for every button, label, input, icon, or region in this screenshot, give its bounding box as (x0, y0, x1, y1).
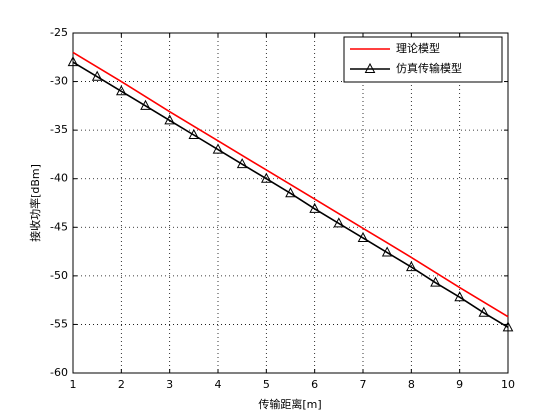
series-line (72, 51, 509, 318)
marker (285, 187, 296, 198)
marker (454, 291, 465, 302)
marker (309, 202, 320, 213)
x-tick-label: 7 (360, 378, 367, 391)
y-axis-label: 接收功率[dBm] (28, 164, 42, 242)
y-tick-label: -55 (50, 317, 68, 330)
marker (236, 158, 248, 169)
marker (406, 261, 417, 272)
plot-area (73, 33, 508, 373)
x-tick-label: 3 (166, 378, 173, 391)
legend-label: 理论模型 (396, 41, 440, 55)
marker (188, 128, 200, 139)
y-tick-label: -45 (50, 220, 68, 233)
marker (116, 85, 127, 96)
marker (357, 231, 369, 242)
marker (91, 70, 103, 81)
x-tick-label: 10 (501, 378, 515, 391)
marker (333, 217, 345, 228)
series-line (72, 61, 509, 329)
y-tick-label: -40 (50, 172, 68, 185)
x-axis-label: 传输距离[m] (258, 397, 321, 411)
marker (140, 99, 151, 110)
x-tick-label: 4 (215, 378, 222, 391)
marker (164, 114, 175, 125)
x-tick-label: 6 (311, 378, 318, 391)
marker (381, 246, 393, 257)
marker (67, 56, 79, 67)
x-tick-label: 1 (70, 378, 77, 391)
marker (430, 276, 441, 287)
y-tick-label: -35 (50, 123, 68, 136)
x-tick-label: 5 (263, 378, 270, 391)
x-tick-label: 9 (456, 378, 463, 391)
x-tick-label: 2 (118, 378, 125, 391)
marker (502, 321, 514, 332)
legend-box (343, 36, 503, 83)
y-tick-label: -50 (50, 269, 68, 282)
y-tick-label: -25 (50, 26, 68, 39)
legend-label: 仿真传输模型 (396, 61, 462, 75)
y-tick-label: -30 (50, 75, 68, 88)
x-tick-label: 8 (408, 378, 415, 391)
marker (212, 143, 224, 154)
marker (261, 172, 272, 183)
y-tick-label: -60 (50, 366, 68, 379)
axes-frame (72, 32, 509, 374)
marker (478, 306, 490, 317)
legend-marker (364, 62, 376, 73)
